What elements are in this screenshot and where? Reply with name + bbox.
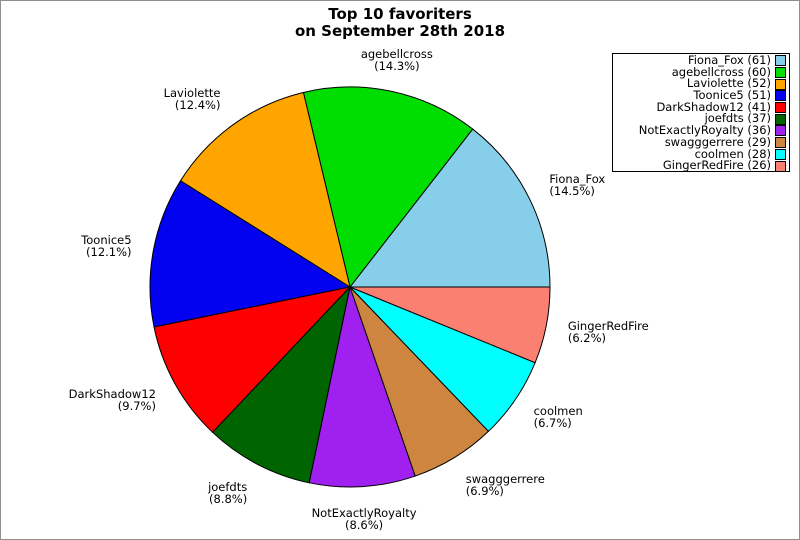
slice-label-percent: (14.3%) bbox=[374, 59, 420, 74]
slice-label-name: GingerRedFire bbox=[567, 318, 649, 333]
legend: Fiona_Fox (61) agebellcross (60) Laviolett… bbox=[612, 53, 790, 172]
legend-color-swatch bbox=[775, 78, 786, 90]
legend-row-GingerRedFire: GingerRedFire (26) bbox=[615, 158, 786, 173]
slice-label-percent: (6.7%) bbox=[533, 416, 572, 431]
legend-color-swatch bbox=[775, 90, 786, 102]
chart-title-line1: Top 10 favoriters bbox=[328, 5, 472, 23]
legend-row-coolmen: coolmen (28) bbox=[615, 146, 786, 161]
legend-label: Laviolette (52) bbox=[686, 76, 771, 91]
legend-label: NotExactlyRoyalty (36) bbox=[638, 123, 771, 138]
legend-color-swatch bbox=[775, 55, 786, 67]
legend-label: Toonice5 (51) bbox=[693, 88, 771, 103]
slice-label-coolmen: coolmen (6.7%) bbox=[534, 405, 583, 429]
slice-label-NotExactlyRoyalty: NotExactlyRoyalty (8.6%) bbox=[312, 507, 417, 531]
legend-row-DarkShadow12: DarkShadow12 (41) bbox=[615, 99, 786, 114]
legend-row-Laviolette: Laviolette (52) bbox=[615, 78, 786, 90]
slice-label-name: joefdts bbox=[208, 479, 248, 494]
slice-label-percent: (12.4%) bbox=[174, 97, 221, 112]
slice-label-Laviolette: Laviolette (12.4%) bbox=[164, 87, 221, 111]
slice-label-percent: (6.9%) bbox=[465, 483, 504, 498]
legend-row-NotExactlyRoyalty: NotExactlyRoyalty (36) bbox=[615, 123, 786, 138]
slice-label-percent: (8.8%) bbox=[209, 491, 248, 506]
slice-label-GingerRedFire: GingerRedFire (6.2%) bbox=[568, 320, 649, 344]
slice-label-percent: (6.2%) bbox=[567, 330, 607, 345]
chart-title-line2: on September 28th 2018 bbox=[294, 22, 506, 40]
legend-row-swagggerrere: swagggerrere (29) bbox=[615, 134, 786, 149]
legend-label: GingerRedFire (26) bbox=[662, 158, 771, 173]
slice-label-percent: (9.7%) bbox=[117, 398, 156, 413]
slice-label-DarkShadow12: DarkShadow12 (9.7%) bbox=[69, 388, 156, 412]
legend-label: coolmen (28) bbox=[694, 146, 771, 161]
slice-label-name: coolmen bbox=[533, 404, 583, 419]
slice-label-percent: (14.5%) bbox=[549, 184, 595, 198]
legend-label: joefdts (37) bbox=[704, 111, 771, 126]
slice-label-name: Fiona_Fox bbox=[549, 172, 606, 186]
legend-label: agebellcross (60) bbox=[671, 64, 771, 79]
slice-label-Fiona_Fox: Fiona_Fox (14.5%) bbox=[549, 173, 605, 197]
slice-label-agebellcross: agebellcross (14.3%) bbox=[361, 48, 433, 72]
chart-title: Top 10 favoriters on September 28th 2018 bbox=[0, 6, 800, 40]
legend-label: DarkShadow12 (41) bbox=[656, 99, 771, 114]
slice-label-name: Toonice5 bbox=[81, 232, 132, 247]
pie-slice-Laviolette bbox=[179, 91, 351, 289]
slice-label-percent: (12.1%) bbox=[86, 244, 132, 259]
legend-color-swatch bbox=[775, 67, 786, 79]
legend-row-joefdts: joefdts (37) bbox=[615, 113, 786, 125]
pie-slice-joefdts bbox=[211, 285, 351, 484]
legend-label: swagggerrere (29) bbox=[664, 134, 771, 149]
pie-slice-Toonice5 bbox=[149, 180, 352, 328]
pie-slice-Fiona_Fox bbox=[348, 128, 551, 288]
slice-label-name: Laviolette bbox=[163, 85, 221, 100]
legend-row-agebellcross: agebellcross (60) bbox=[615, 64, 786, 79]
slice-label-name: NotExactlyRoyalty bbox=[311, 505, 417, 520]
pie-slice-agebellcross bbox=[302, 86, 474, 289]
legend-color-swatch bbox=[775, 148, 786, 160]
pie-slice-GingerRedFire bbox=[349, 286, 551, 364]
pie-slice-DarkShadow12 bbox=[153, 286, 352, 434]
legend-color-swatch bbox=[775, 137, 786, 149]
slice-label-name: swagggerrere bbox=[465, 471, 545, 486]
legend-color-swatch bbox=[775, 125, 786, 137]
slice-label-Toonice5: Toonice5 (12.1%) bbox=[81, 234, 131, 258]
slice-label-name: agebellcross bbox=[360, 47, 433, 62]
slice-label-percent: (8.6%) bbox=[344, 517, 384, 532]
pie-slice-NotExactlyRoyalty bbox=[308, 285, 416, 488]
legend-color-swatch bbox=[775, 102, 786, 114]
slice-label-swagggerrere: swagggerrere (6.9%) bbox=[466, 473, 545, 497]
slice-label-joefdts: joefdts (8.8%) bbox=[208, 481, 247, 505]
legend-color-swatch bbox=[775, 160, 786, 172]
slice-label-name: DarkShadow12 bbox=[68, 386, 156, 401]
legend-color-swatch bbox=[775, 113, 786, 125]
legend-row-Toonice5: Toonice5 (51) bbox=[615, 88, 786, 103]
legend-row-Fiona_Fox: Fiona_Fox (61) bbox=[615, 53, 786, 67]
legend-label: Fiona_Fox (61) bbox=[687, 53, 771, 67]
